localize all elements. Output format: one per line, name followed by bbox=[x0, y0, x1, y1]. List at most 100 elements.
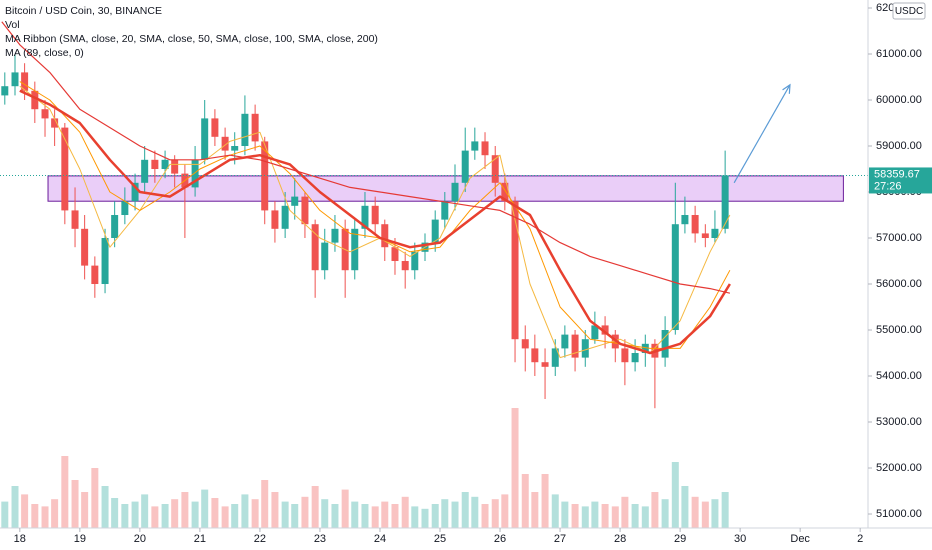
trend-arrow bbox=[733, 84, 791, 184]
volume-bar bbox=[201, 489, 209, 528]
candle-body bbox=[671, 224, 679, 331]
volume-bar bbox=[191, 501, 199, 528]
legend-text: Bitcoin / USD Coin, 30, BINANCE bbox=[5, 5, 162, 17]
y-tick-label: 60000.00 bbox=[876, 94, 922, 106]
x-tick-label: 28 bbox=[614, 533, 626, 545]
candle-body bbox=[211, 118, 219, 137]
volume-bar bbox=[211, 498, 219, 528]
candle-body bbox=[101, 238, 109, 285]
volume-bar bbox=[241, 494, 249, 528]
volume-bar bbox=[351, 501, 359, 528]
volume-bar bbox=[421, 508, 429, 528]
volume-bar bbox=[501, 494, 509, 528]
volume-bar bbox=[271, 492, 279, 528]
volume-bar bbox=[411, 506, 419, 528]
candle-body bbox=[301, 196, 309, 225]
x-tick-label: 18 bbox=[14, 533, 26, 545]
volume-bar bbox=[481, 504, 489, 528]
candle-body bbox=[521, 339, 529, 349]
x-tick-label: 20 bbox=[134, 533, 146, 545]
y-tick-label: 54000.00 bbox=[876, 370, 922, 382]
volume-bar bbox=[31, 504, 39, 528]
candle-body bbox=[231, 146, 239, 151]
volume-bar bbox=[251, 499, 259, 528]
candle-body bbox=[31, 90, 39, 110]
candle-body bbox=[591, 325, 599, 340]
y-tick-label: 55000.00 bbox=[876, 324, 922, 336]
candle-body bbox=[531, 348, 539, 363]
y-tick-label: 61000.00 bbox=[876, 48, 922, 60]
volume-bar bbox=[161, 504, 169, 528]
candle-body bbox=[81, 228, 89, 266]
volume-bar bbox=[151, 506, 159, 528]
candle-body bbox=[61, 127, 69, 211]
volume-bar bbox=[581, 506, 589, 528]
candle-body bbox=[541, 362, 549, 367]
candle-body bbox=[461, 150, 469, 183]
volume-bar bbox=[551, 494, 559, 528]
volume-bar bbox=[511, 408, 519, 528]
x-tick-label: 21 bbox=[194, 533, 206, 545]
volume-bar bbox=[431, 504, 439, 528]
volume-bar bbox=[1, 501, 9, 528]
candle-body bbox=[641, 343, 649, 354]
x-tick-label: 29 bbox=[674, 533, 686, 545]
volume-bar bbox=[51, 499, 59, 528]
y-tick-label: 57000.00 bbox=[876, 232, 922, 244]
candle-body bbox=[321, 242, 329, 271]
candle-body bbox=[661, 330, 669, 358]
candle-body bbox=[551, 348, 559, 367]
x-tick-label: 30 bbox=[734, 533, 746, 545]
last-price-label: 58359.67 bbox=[874, 168, 920, 180]
candle-body bbox=[51, 118, 59, 128]
candle-body bbox=[711, 228, 719, 239]
volume-bar bbox=[171, 499, 179, 528]
volume-bar bbox=[591, 501, 599, 528]
legend-text: MA Ribbon (SMA, close, 20, SMA, close, 5… bbox=[5, 33, 378, 45]
candle-body bbox=[241, 113, 249, 147]
volume-bar bbox=[41, 506, 49, 528]
volume-bar bbox=[331, 504, 339, 528]
candle-body bbox=[131, 182, 139, 202]
y-tick-label: 51000.00 bbox=[876, 508, 922, 520]
moving-average-line bbox=[19, 89, 731, 355]
legend-text: MA (89, close, 0) bbox=[5, 47, 84, 59]
candle-body bbox=[221, 136, 229, 151]
volume-bar bbox=[291, 504, 299, 528]
candle-body bbox=[431, 219, 439, 243]
volume-bar bbox=[701, 501, 709, 528]
volume-bar bbox=[261, 480, 269, 528]
volume-bar bbox=[101, 486, 109, 528]
candle-body bbox=[111, 215, 119, 239]
volume-bar bbox=[641, 506, 649, 528]
candle-body bbox=[21, 72, 29, 91]
candle-body bbox=[201, 118, 209, 160]
candle-body bbox=[411, 251, 419, 271]
candle-body bbox=[371, 205, 379, 225]
x-tick-label: 23 bbox=[314, 533, 326, 545]
volume-bar bbox=[571, 504, 579, 528]
moving-average-line bbox=[1, 21, 731, 294]
volume-bar bbox=[361, 504, 369, 528]
volume-bar bbox=[451, 501, 459, 528]
volume-bar bbox=[401, 496, 409, 528]
volume-bar bbox=[491, 499, 499, 528]
volume-bar bbox=[381, 501, 389, 528]
x-tick-label: 26 bbox=[494, 533, 506, 545]
y-tick-label: 53000.00 bbox=[876, 416, 922, 428]
candle-body bbox=[161, 159, 169, 170]
candle-body bbox=[121, 201, 129, 216]
volume-bar bbox=[661, 499, 669, 528]
candle-body bbox=[701, 233, 709, 239]
candle-body bbox=[191, 159, 199, 188]
volume-bar bbox=[281, 501, 289, 528]
volume-bar bbox=[601, 504, 609, 528]
candle-body bbox=[141, 159, 149, 183]
x-tick-label: 25 bbox=[434, 533, 446, 545]
legend-text: Vol bbox=[5, 19, 20, 31]
volume-bar bbox=[721, 492, 729, 528]
candle-body bbox=[11, 72, 19, 87]
